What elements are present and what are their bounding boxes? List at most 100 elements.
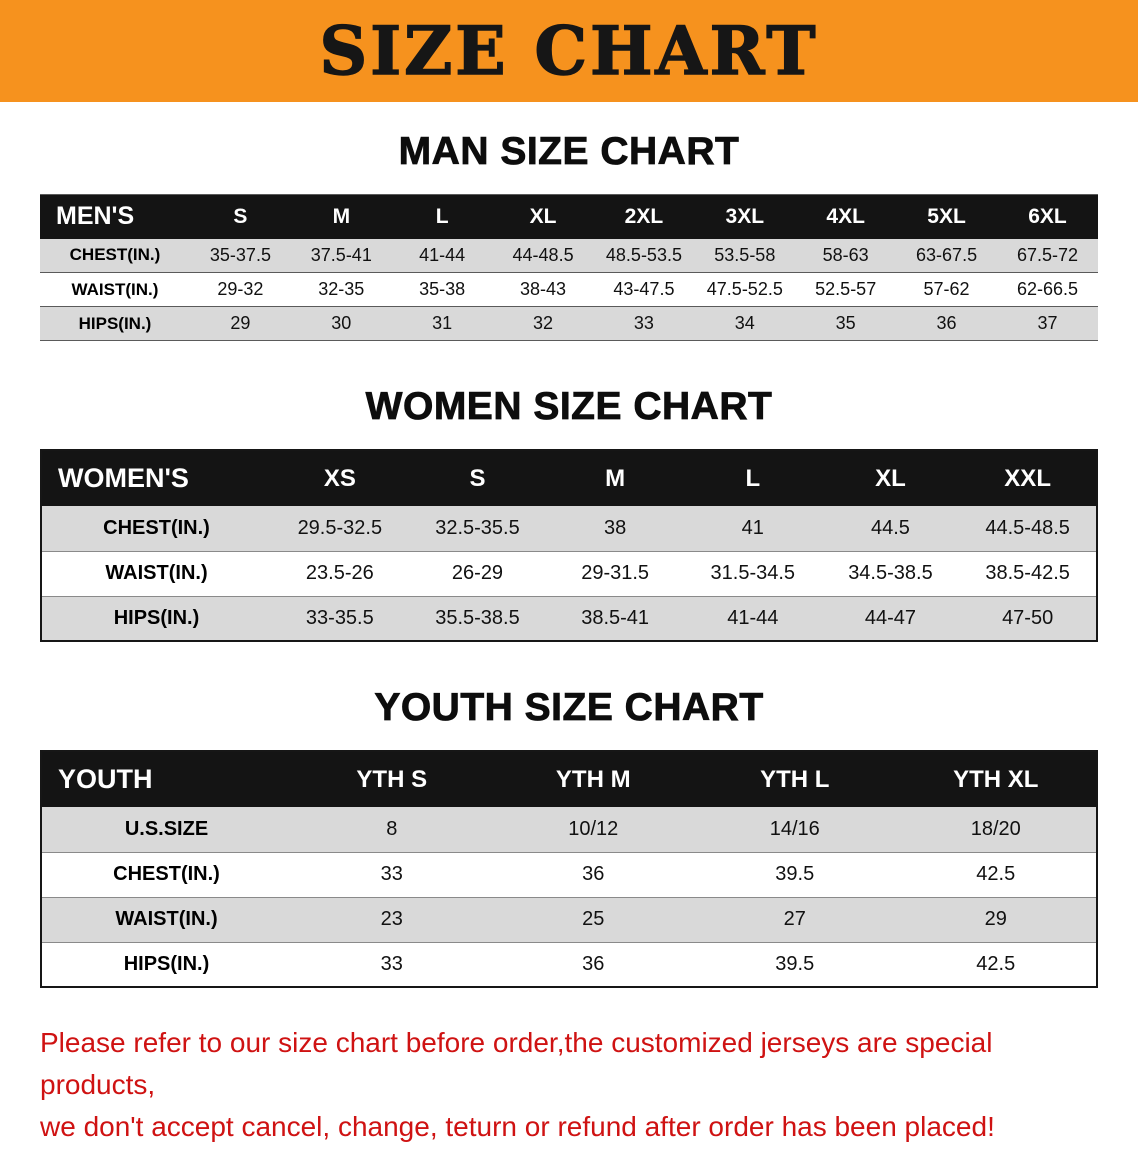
size-header-cell: 2XL	[593, 194, 695, 239]
row-label-cell: HIPS(IN.)	[113, 606, 200, 629]
value-cell: 37.5-41	[310, 244, 372, 265]
table-row: WAIST(IN.) 29-32 32-35 35-38 38-43 43-47.5 47.…	[40, 272, 1098, 307]
value-cell: 57-62	[923, 279, 970, 299]
size-header-cell: XXL	[959, 450, 1097, 506]
header-row: WOMEN'S XS S M L XL XXL	[41, 450, 1097, 506]
row-label-cell: HIPS(IN.)	[123, 952, 210, 975]
value-cell: 36	[582, 863, 605, 885]
table-row: HIPS(IN.) 33-35.5 35.5-38.5 38.5-41 41-44 44-…	[41, 596, 1097, 641]
size-header-cell: YTH M	[492, 751, 694, 807]
value-cell: 34	[734, 313, 755, 333]
value-cell: 48.5-53.5	[605, 244, 682, 265]
youth-size-table: YOUTH YTH S YTH M YTH L YTH XL U.S.SIZE 8 10/12…	[40, 750, 1098, 988]
disclaimer-line-1: Please refer to our size chart before or…	[40, 1027, 993, 1100]
value-cell: 58-63	[822, 244, 869, 265]
value-cell: 36	[936, 313, 957, 333]
value-cell: 38.5-42.5	[985, 562, 1070, 584]
value-cell: 33	[633, 313, 654, 333]
value-cell: 26-29	[451, 562, 504, 584]
table-row: WAIST(IN.) 23.5-26 26-29 29-31.5 31.5-34.5 34…	[41, 551, 1097, 596]
mens-section-heading: MAN SIZE CHART	[398, 130, 740, 174]
value-cell: 44-48.5	[512, 244, 574, 265]
header-row: YOUTH YTH S YTH M YTH L YTH XL	[41, 751, 1097, 807]
table-row: HIPS(IN.) 33 36 39.5 42.5	[41, 942, 1097, 987]
value-cell: 44.5-48.5	[985, 516, 1070, 539]
row-label-cell: U.S.SIZE	[124, 817, 209, 840]
mens-section: MAN SIZE CHART MEN'S S M L XL 2XL 3XL 4XL 5XL 6XL…	[0, 130, 1138, 341]
value-cell: 14/16	[769, 817, 820, 840]
size-header-cell: M	[546, 450, 684, 506]
value-cell: 67.5-72	[1016, 244, 1079, 265]
size-header-cell: S	[190, 194, 291, 239]
womens-size-table: WOMEN'S XS S M L XL XXL CHEST(IN.) 29.5-32.5 32.5…	[40, 449, 1098, 642]
value-cell: 32-35	[318, 279, 365, 299]
table-row: CHEST(IN.) 29.5-32.5 32.5-35.5 38 41 44.5 44.5…	[41, 506, 1097, 551]
size-header-cell: YTH S	[291, 751, 493, 807]
size-header-cell: YTH XL	[895, 751, 1097, 807]
row-label-cell: CHEST(IN.)	[113, 863, 220, 885]
row-label-cell: WAIST(IN.)	[105, 562, 208, 584]
value-cell: 31.5-34.5	[710, 562, 796, 584]
value-cell: 29-32	[217, 279, 264, 299]
value-cell: 34.5-38.5	[848, 562, 933, 584]
value-cell: 35.5-38.5	[435, 606, 520, 629]
value-cell: 44-47	[864, 606, 917, 629]
table-row: CHEST(IN.) 35-37.5 37.5-41 41-44 44-48.5 48.5…	[40, 238, 1098, 273]
value-cell: 38.5-41	[581, 606, 650, 629]
row-label-cell: WAIST(IN.)	[71, 279, 159, 299]
size-header-cell: XS	[271, 450, 409, 506]
value-cell: 62-66.5	[1016, 279, 1079, 299]
page-title: SIZE CHART	[319, 12, 819, 90]
value-cell: 44.5	[870, 516, 910, 539]
header-row: MEN'S S M L XL 2XL 3XL 4XL 5XL 6XL	[40, 194, 1098, 239]
value-cell: 33-35.5	[305, 606, 374, 629]
value-cell: 41-44	[727, 606, 779, 629]
table-title-cell: WOMEN'S	[41, 450, 271, 506]
banner: SIZE CHART	[0, 0, 1138, 102]
youth-section-heading: YOUTH SIZE CHART	[374, 686, 764, 730]
value-cell: 10/12	[568, 817, 619, 840]
size-header-cell: S	[408, 450, 547, 506]
value-cell: 47.5-52.5	[706, 279, 783, 299]
value-cell: 23	[380, 908, 403, 930]
value-cell: 8	[386, 817, 398, 840]
value-cell: 35-37.5	[209, 244, 271, 265]
value-cell: 39.5	[775, 952, 815, 975]
value-cell: 39.5	[775, 863, 815, 885]
size-header-cell: XL	[492, 194, 594, 239]
value-cell: 53.5-58	[714, 244, 776, 265]
table-row: CHEST(IN.) 33 36 39.5 42.5	[41, 852, 1097, 897]
size-header-cell: 6XL	[997, 194, 1098, 239]
value-cell: 32	[533, 313, 554, 333]
row-label-cell: WAIST(IN.)	[115, 908, 218, 930]
value-cell: 27	[783, 908, 806, 930]
table-row: HIPS(IN.) 29 30 31 32 33 34 35 36 37	[40, 306, 1098, 341]
size-header-cell: 3XL	[694, 194, 796, 239]
value-cell: 35	[835, 313, 856, 333]
row-label-cell: HIPS(IN.)	[78, 313, 152, 333]
value-cell: 43-47.5	[613, 279, 675, 299]
value-cell: 29	[984, 908, 1007, 930]
womens-section-heading: WOMEN SIZE CHART	[365, 385, 773, 429]
size-chart-page: SIZE CHART MAN SIZE CHART MEN'S S M L XL 2XL 3…	[0, 0, 1138, 1148]
size-header-cell: YTH L	[694, 751, 896, 807]
size-header-cell: L	[391, 194, 493, 239]
table-row: U.S.SIZE 8 10/12 14/16 18/20	[41, 807, 1097, 852]
value-cell: 37	[1037, 313, 1058, 333]
value-cell: 29-31.5	[581, 562, 650, 584]
value-cell: 42.5	[976, 863, 1016, 885]
value-cell: 31	[432, 313, 453, 333]
size-header-cell: XL	[821, 450, 960, 506]
value-cell: 38-43	[520, 279, 567, 299]
value-cell: 35-38	[419, 279, 466, 299]
value-cell: 33	[380, 952, 403, 975]
value-cell: 41-44	[419, 244, 466, 265]
disclaimer-line-2: we don't accept cancel, change, teturn o…	[40, 1111, 995, 1142]
value-cell: 38	[604, 516, 627, 539]
value-cell: 29	[230, 313, 251, 333]
table-title-cell: MEN'S	[40, 194, 190, 239]
value-cell: 23.5-26	[305, 562, 374, 584]
value-cell: 36	[582, 952, 605, 975]
disclaimer: Please refer to our size chart before or…	[40, 1022, 1098, 1148]
size-header-cell: 4XL	[795, 194, 897, 239]
